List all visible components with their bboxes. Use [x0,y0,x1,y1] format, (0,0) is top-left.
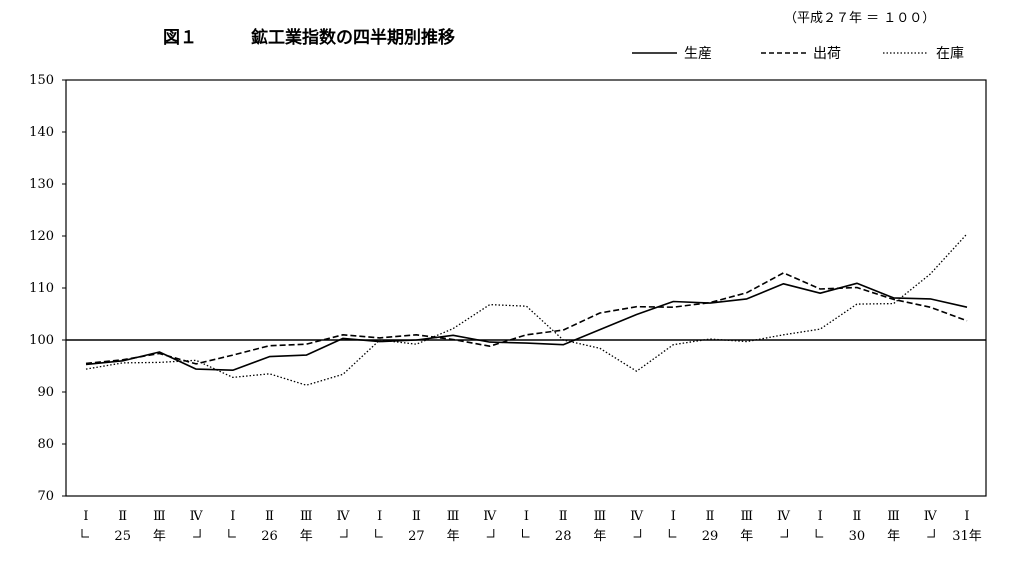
year-label-last: 31年 [952,529,982,544]
chart-title: 鉱工業指数の四半期別推移 [251,27,455,48]
x-tick-label: Ⅱ [118,509,127,524]
x-tick-label: Ⅲ [740,509,753,524]
series-line-production [85,282,968,372]
x-tick-label: Ⅳ [777,509,791,524]
y-tick-label: 130 [29,177,54,192]
y-axis: 70 80 90 100 110 120 130 140 150 [29,73,66,504]
year-label: 25 [114,529,131,544]
y-tick-label: 110 [29,281,54,296]
y-tick-label: 150 [29,73,54,88]
series-line-shipments [85,272,968,365]
series-group [85,233,968,386]
x-tick-label: Ⅱ [265,509,274,524]
x-tick-label: Ⅰ [524,509,529,524]
x-tick-label: Ⅱ [852,509,861,524]
year-suffix: 年 [447,529,460,544]
year-bracket-start [815,529,824,538]
x-tick-label: Ⅰ [818,509,823,524]
x-tick-label: Ⅰ [671,509,676,524]
year-bracket-start [375,529,383,538]
x-tick-label: Ⅲ [153,509,166,524]
year-bracket-start [668,529,677,538]
legend-label-production: 生産 [684,46,712,62]
y-tick-label: 90 [37,385,54,400]
x-tick-label: Ⅲ [887,509,900,524]
year-suffix: 年 [593,529,606,544]
x-tick-label: Ⅲ [300,509,313,524]
x-tick-label: Ⅱ [412,509,421,524]
year-bracket-end [486,529,495,538]
year-bracket-end [780,529,788,538]
x-tick-label: Ⅰ [377,509,382,524]
figure-label: 図１ [163,28,197,48]
x-tick-label: Ⅳ [336,509,350,524]
x-tick-label: Ⅳ [924,509,938,524]
year-label: 29 [702,529,719,544]
year-bracket-end [927,529,935,538]
year-suffix: 年 [887,529,900,544]
legend: 生産 出荷 在庫 [632,45,964,62]
x-tick-label: Ⅱ [559,509,568,524]
x-tick-label: Ⅳ [483,509,497,524]
year-bracket-start [522,529,530,538]
x-tick-label: Ⅲ [594,509,607,524]
year-bracket-end [633,529,642,538]
x-tick-label: Ⅱ [706,509,715,524]
year-suffix: 年 [300,529,313,544]
year-label: 27 [408,529,425,544]
x-tick-label: Ⅰ [83,509,88,524]
series-line-inventory [85,233,968,386]
year-suffix: 年 [740,529,753,544]
y-tick-label: 140 [29,125,54,140]
year-label: 30 [849,529,866,544]
year-label: 26 [261,529,278,544]
y-tick-label: 120 [29,229,54,244]
y-tick-label: 100 [29,333,54,348]
year-bracket-end [193,529,201,538]
x-tick-label: Ⅳ [190,509,204,524]
x-tick-label: Ⅲ [447,509,460,524]
x-axis: Ⅰ Ⅱ Ⅲ Ⅳ Ⅰ Ⅱ Ⅲ Ⅳ Ⅰ Ⅱ Ⅲ Ⅳ Ⅰ Ⅱ Ⅲ Ⅳ Ⅰ Ⅱ Ⅲ Ⅳ Ⅰ Ⅱ Ⅲ Ⅳ Ⅰ 25 年 26 年 27 年 28 年 29 年… [81,509,982,544]
year-label: 28 [555,529,572,544]
year-bracket-start [228,529,236,538]
x-tick-label: Ⅳ [630,509,644,524]
y-tick-label: 70 [37,489,54,504]
year-bracket-end [339,529,348,538]
legend-label-shipments: 出荷 [813,46,841,62]
x-tick-label: Ⅰ [230,509,235,524]
legend-label-inventory: 在庫 [936,45,964,62]
year-bracket-start [81,529,89,538]
year-suffix: 年 [153,529,166,544]
x-tick-label: Ⅰ [964,509,969,524]
y-tick-label: 80 [37,437,54,452]
base-year-note: （平成２７年 ＝ １００） [784,11,935,26]
